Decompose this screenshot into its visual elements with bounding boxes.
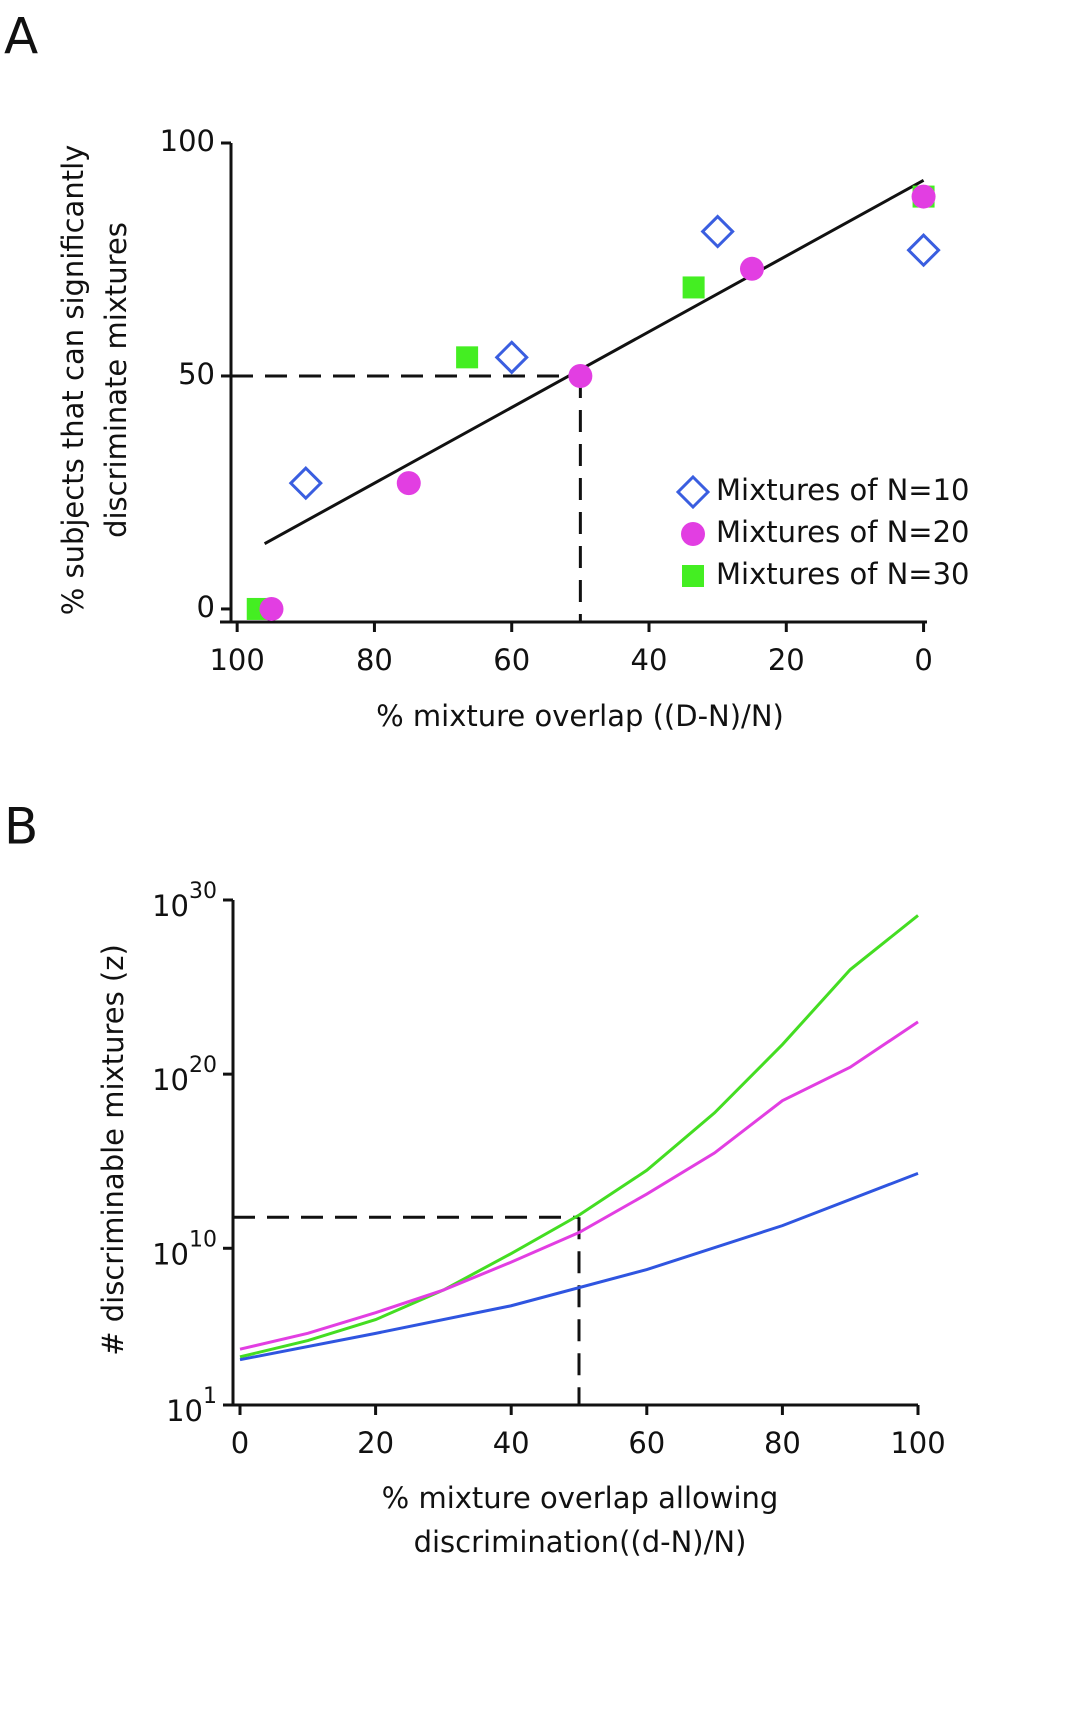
- circle-marker: [568, 363, 593, 388]
- x-tick-label: 20: [357, 1426, 394, 1460]
- x-axis-label: % mixture overlap ((D-N)/N): [376, 699, 784, 733]
- x-tick-label: 0: [231, 1426, 249, 1460]
- panel-letter: A: [4, 8, 38, 66]
- x-tick-label: 60: [493, 643, 530, 677]
- square-marker: [682, 565, 704, 587]
- fit-line: [263, 178, 925, 546]
- legend-label: Mixtures of N=10: [716, 473, 970, 507]
- panel-letter: B: [4, 798, 38, 856]
- y-tick-label: 1010: [152, 1227, 217, 1271]
- y-tick-label: 50: [178, 357, 215, 391]
- x-tick-label: 0: [914, 643, 932, 677]
- y-axis-label: discriminate mixtures: [99, 222, 133, 538]
- square-marker: [682, 276, 705, 299]
- x-tick-label: 80: [356, 643, 393, 677]
- circle-marker: [681, 522, 705, 546]
- diamond-marker: [700, 214, 735, 249]
- y-tick-label: 101: [166, 1384, 217, 1428]
- x-tick-label: 100: [209, 643, 264, 677]
- y-tick-label: 100: [160, 124, 215, 158]
- diamond-marker: [494, 340, 529, 375]
- y-tick-label: 1030: [152, 879, 217, 923]
- circle-marker: [739, 256, 764, 281]
- x-tick-label: 60: [628, 1426, 665, 1460]
- circle-marker: [259, 596, 284, 621]
- diamond-marker: [288, 466, 323, 501]
- legend-label: Mixtures of N=30: [716, 557, 970, 591]
- y-tick-label: 1020: [152, 1053, 217, 1097]
- series-line: [239, 914, 919, 1359]
- legend-label: Mixtures of N=20: [716, 515, 970, 549]
- x-axis-label: % mixture overlap allowing: [382, 1481, 779, 1515]
- x-axis-label: discrimination((d-N)/N): [414, 1525, 747, 1559]
- series-line: [239, 1171, 919, 1362]
- square-marker: [456, 346, 479, 369]
- diamond-marker: [675, 474, 711, 510]
- x-tick-label: 80: [764, 1426, 801, 1460]
- y-axis-label: # discriminable mixtures (z): [96, 944, 130, 1356]
- circle-marker: [911, 184, 936, 209]
- circle-marker: [396, 471, 421, 496]
- y-tick-label: 0: [197, 590, 215, 624]
- series-line: [239, 1020, 919, 1351]
- x-tick-label: 20: [768, 643, 805, 677]
- diamond-marker: [906, 233, 941, 268]
- x-tick-label: 100: [890, 1426, 945, 1460]
- x-tick-label: 40: [631, 643, 668, 677]
- x-tick-label: 40: [493, 1426, 530, 1460]
- y-axis-label: % subjects that can significantly: [56, 145, 90, 616]
